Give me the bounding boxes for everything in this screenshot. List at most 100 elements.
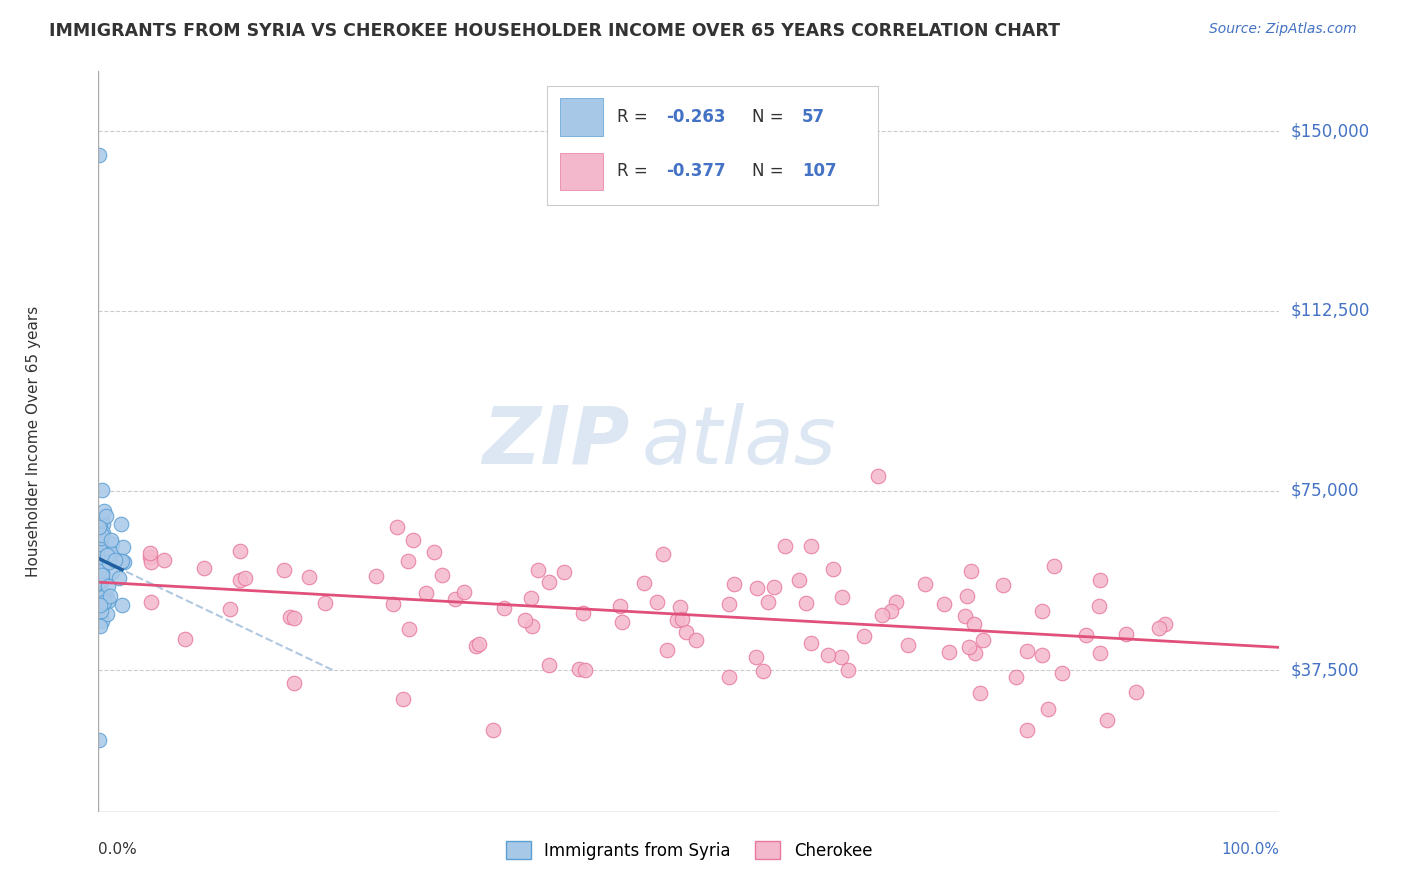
Point (1074, 628, 1097, 642)
Point (218, 602, 240, 616)
Point (537, 658, 560, 673)
Point (93, 554, 115, 568)
Point (93, 586, 115, 600)
Point (382, 597, 405, 611)
Point (872, 607, 894, 622)
Text: ZIP: ZIP (482, 402, 630, 481)
Point (111, 598, 134, 612)
Point (87, 543, 110, 558)
Point (956, 589, 979, 603)
Text: 100.0%: 100.0% (1222, 842, 1279, 857)
Point (963, 646, 986, 660)
Point (752, 664, 775, 678)
Point (1115, 627, 1137, 641)
Point (89, 585, 111, 599)
Point (574, 663, 596, 677)
Point (90, 604, 112, 618)
Text: 0.0%: 0.0% (98, 842, 138, 857)
Point (515, 614, 537, 628)
Point (90, 483, 112, 497)
Point (800, 539, 823, 553)
Text: $37,500: $37,500 (1291, 661, 1360, 680)
Point (821, 561, 844, 575)
Point (745, 582, 768, 596)
Point (100, 546, 122, 560)
Point (229, 544, 252, 558)
Point (91, 566, 114, 580)
Point (96, 607, 118, 622)
Point (112, 541, 135, 555)
Point (645, 595, 668, 609)
Point (794, 595, 817, 609)
Point (96, 548, 118, 562)
Point (364, 569, 387, 583)
Point (392, 692, 415, 706)
Point (87, 537, 110, 551)
Point (1015, 723, 1038, 738)
Point (298, 570, 321, 584)
Point (723, 577, 745, 591)
Point (787, 574, 810, 588)
Point (91, 568, 114, 582)
Point (963, 617, 986, 632)
Point (537, 575, 560, 590)
Point (1005, 669, 1028, 683)
Point (800, 635, 823, 649)
Point (93, 504, 115, 518)
Point (972, 632, 994, 647)
Point (90, 573, 112, 587)
Point (934, 597, 956, 611)
Legend: Immigrants from Syria, Cherokee: Immigrants from Syria, Cherokee (499, 835, 879, 866)
Point (89, 598, 111, 612)
Point (90, 567, 112, 582)
Point (464, 639, 486, 653)
Point (886, 595, 908, 609)
Point (444, 591, 467, 606)
Text: IMMIGRANTS FROM SYRIA VS CHEROKEE HOUSEHOLDER INCOME OVER 65 YEARS CORRELATION C: IMMIGRANTS FROM SYRIA VS CHEROKEE HOUSEH… (49, 22, 1060, 40)
Point (193, 561, 215, 575)
Point (87, 575, 110, 590)
Point (837, 664, 859, 678)
Point (110, 555, 132, 569)
Text: $150,000: $150,000 (1291, 122, 1369, 140)
Point (609, 599, 631, 613)
Point (89, 520, 111, 534)
Point (955, 609, 977, 624)
Point (1088, 573, 1111, 587)
Point (675, 625, 697, 640)
Point (744, 650, 766, 665)
Point (1153, 616, 1175, 631)
Point (108, 571, 131, 585)
Point (571, 606, 593, 620)
Point (139, 550, 162, 565)
Point (91, 614, 114, 628)
Point (492, 600, 515, 615)
Point (87, 732, 110, 747)
Text: $75,000: $75,000 (1291, 482, 1360, 500)
Point (868, 469, 890, 483)
Point (174, 632, 197, 647)
Point (90, 572, 112, 586)
Point (91, 590, 114, 604)
Point (89, 536, 111, 550)
Point (314, 595, 336, 609)
Point (1095, 713, 1118, 727)
Point (97, 594, 120, 608)
Point (110, 553, 132, 567)
Point (396, 554, 419, 568)
Point (283, 611, 305, 625)
Point (112, 555, 135, 569)
Point (991, 578, 1014, 592)
Point (96, 591, 118, 605)
Point (717, 597, 740, 611)
Point (914, 576, 936, 591)
Point (519, 591, 541, 606)
Point (669, 599, 692, 614)
Point (91, 517, 114, 532)
Point (817, 648, 839, 662)
Point (423, 545, 446, 559)
Point (957, 640, 980, 655)
Point (90, 531, 112, 545)
Point (1015, 644, 1038, 658)
Point (938, 645, 960, 659)
